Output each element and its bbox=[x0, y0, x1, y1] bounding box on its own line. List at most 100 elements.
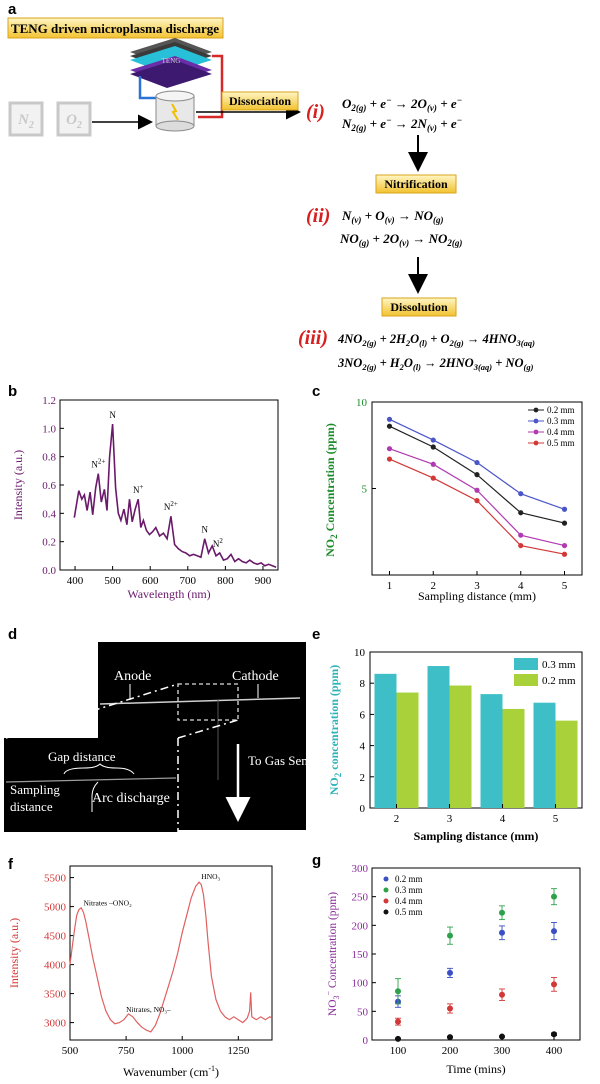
data-point bbox=[386, 416, 393, 422]
bar bbox=[555, 720, 578, 808]
data-point bbox=[474, 459, 480, 466]
y-tick-label: 3000 bbox=[44, 1018, 67, 1030]
tag-dissolution bbox=[381, 297, 457, 317]
x-tick-label: 2 bbox=[431, 580, 437, 592]
x-tick-label: 4 bbox=[500, 813, 506, 825]
x-tick-label: 800 bbox=[217, 575, 234, 587]
svg-text:NO(g) + 2O(v) → NO2(g): NO(g) + 2O(v) → NO2(g) bbox=[339, 231, 462, 248]
o2-box bbox=[56, 101, 92, 137]
electrode-wire bbox=[99, 697, 301, 705]
data-label: Nitrates –ONO₂ bbox=[83, 898, 132, 907]
spark-icon bbox=[171, 103, 179, 121]
bar bbox=[374, 673, 397, 808]
photo-inset bbox=[4, 738, 178, 832]
x-tick-label: 5 bbox=[562, 580, 568, 592]
x-axis-label: Sampling distance (mm) bbox=[414, 829, 539, 843]
y-tick-label: 4500 bbox=[44, 931, 67, 943]
bar bbox=[396, 692, 419, 808]
data-point bbox=[561, 542, 568, 549]
x-tick-label: 5 bbox=[553, 813, 559, 825]
data-point bbox=[518, 491, 524, 497]
bar bbox=[449, 685, 472, 808]
data-label: Nitrates, NO₃– bbox=[126, 1005, 171, 1014]
data-point bbox=[395, 1018, 401, 1025]
legend-label: 0.4 mm bbox=[547, 427, 575, 437]
data-point bbox=[430, 444, 436, 450]
x-tick-label: 4 bbox=[518, 580, 524, 592]
data-label: N bbox=[109, 410, 116, 420]
legend-label: 0.2 mm bbox=[547, 405, 575, 415]
data-point bbox=[447, 932, 453, 939]
svg-text:3NO2(g) + H2O(l) → 2HNO3(aq) +: 3NO2(g) + H2O(l) → 2HNO3(aq) + NO(g) bbox=[337, 356, 534, 372]
y-tick-label: 100 bbox=[352, 978, 369, 990]
chart-c: 5 10 1 2 3 4 5 0.2 mm0.3 mm0.4 mm0.5 mm Sampl… bbox=[323, 397, 583, 603]
n2-box bbox=[8, 101, 44, 137]
data-point bbox=[551, 893, 557, 900]
svg-text:4NO2(g) + 2H2O(l) + O2(g) → 4H: 4NO2(g) + 2H2O(l) + O2(g) → 4HNO3(aq) bbox=[337, 332, 535, 348]
x-tick-label: 600 bbox=[142, 575, 159, 587]
y-axis-label: NO2 Concentration (ppm) bbox=[323, 423, 339, 557]
data-point bbox=[551, 981, 557, 988]
y-tick-label: 8 bbox=[360, 678, 366, 690]
y-tick-label: 0 bbox=[360, 803, 366, 815]
legend-swatch bbox=[514, 658, 538, 670]
data-point bbox=[499, 1033, 505, 1040]
x-axis-label: Wavelength (nm) bbox=[127, 587, 210, 601]
panel-a-schematic: TENG driven microplasma discharge N2 O2 … bbox=[7, 17, 535, 372]
cathode-label: Cathode bbox=[232, 669, 279, 684]
data-label: N bbox=[201, 525, 208, 535]
n2-label: N2 bbox=[17, 112, 34, 131]
data-label: N2+ bbox=[91, 457, 105, 469]
y-tick-label: 200 bbox=[352, 920, 369, 932]
y-axis-label: Intensity (a.u.) bbox=[11, 450, 25, 520]
data-point bbox=[518, 542, 524, 549]
panel-letter-c: c bbox=[312, 383, 321, 400]
panel-d-photo: Anode Cathode To Gas Sensor Gap distance… bbox=[4, 642, 310, 832]
x-tick-label: 300 bbox=[494, 1045, 511, 1057]
data-point bbox=[395, 988, 401, 995]
bar bbox=[533, 702, 556, 808]
legend-marker bbox=[383, 876, 389, 882]
roman-ii: (ii) bbox=[306, 205, 330, 227]
o2-label: O2 bbox=[66, 112, 82, 131]
y-tick-label: 5 bbox=[362, 484, 368, 496]
data-label: N+ bbox=[133, 483, 144, 495]
legend-marker bbox=[533, 440, 539, 446]
x-axis-label: Time (mins) bbox=[446, 1062, 505, 1076]
tag-nitrification bbox=[375, 174, 457, 194]
gap-distance-label: Gap distance bbox=[48, 749, 116, 764]
sampling-distance-label-2: distance bbox=[10, 799, 53, 814]
y-tick-label: 4 bbox=[360, 741, 366, 753]
legend-label: 0.3 mm bbox=[395, 885, 423, 895]
legend-marker bbox=[533, 407, 539, 413]
x-tick-label: 400 bbox=[67, 575, 84, 587]
x-tick-label: 500 bbox=[104, 575, 121, 587]
y-tick-label: 300 bbox=[352, 863, 369, 875]
y-axis-label: Intensity (a.u.) bbox=[7, 918, 21, 988]
data-point bbox=[430, 475, 436, 481]
svg-text:Nitrification: Nitrification bbox=[384, 177, 448, 191]
x-tick-label: 1000 bbox=[171, 1045, 194, 1057]
panel-letter-g: g bbox=[312, 852, 322, 869]
bar bbox=[480, 694, 503, 808]
data-point bbox=[386, 456, 393, 462]
bar bbox=[427, 666, 450, 808]
data-point bbox=[395, 1035, 401, 1042]
bar bbox=[502, 708, 525, 808]
reactions-i: O2(g) + e− → 2O(v) + e− N2(g) + e− → 2N(… bbox=[341, 95, 462, 133]
x-tick-label: 500 bbox=[62, 1045, 79, 1057]
legend-label: 0.2 mm bbox=[395, 874, 423, 884]
y-tick-label: 4000 bbox=[44, 960, 67, 972]
sampling-distance-label-1: Sampling bbox=[10, 782, 60, 797]
data-point bbox=[561, 551, 568, 557]
data-point bbox=[447, 969, 453, 976]
teng-label: TENG bbox=[162, 57, 181, 65]
panel-letter-b: b bbox=[8, 383, 18, 400]
data-point bbox=[430, 437, 436, 443]
y-tick-label: 0.4 bbox=[42, 508, 56, 520]
y-tick-label: 1.0 bbox=[42, 423, 56, 435]
series-line-ftir bbox=[69, 881, 273, 1033]
data-point bbox=[447, 1034, 453, 1041]
blue-wire bbox=[138, 76, 158, 100]
